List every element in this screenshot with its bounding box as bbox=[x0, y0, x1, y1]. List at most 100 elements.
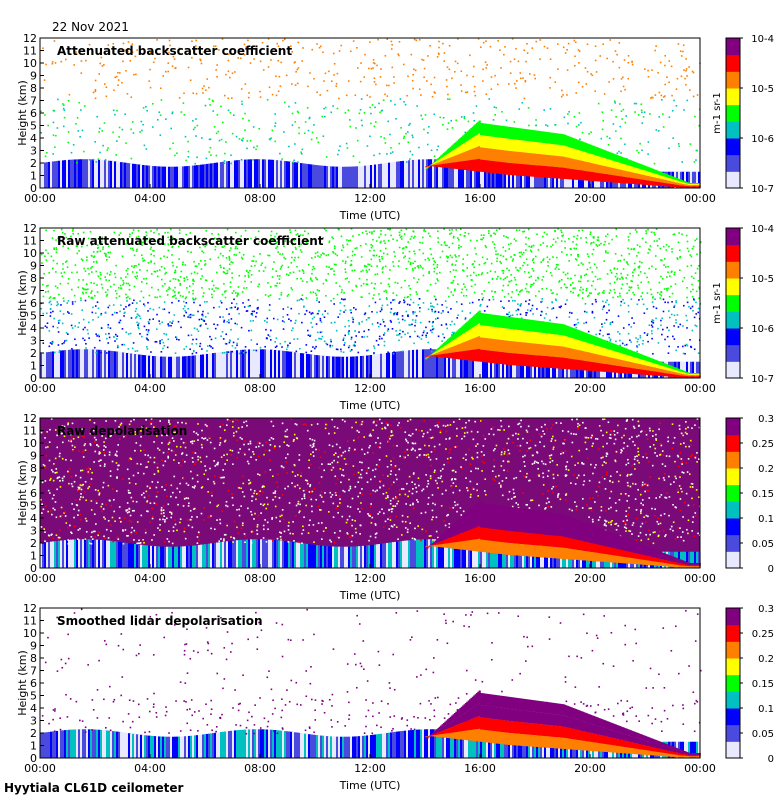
noise-pixel bbox=[684, 77, 686, 80]
boundary-layer-cell bbox=[414, 349, 417, 378]
noise-pixel bbox=[592, 237, 595, 239]
noise-pixel bbox=[277, 251, 279, 253]
noise-pixel bbox=[454, 254, 456, 256]
noise-pixel bbox=[493, 106, 496, 108]
noise-pixel bbox=[481, 238, 483, 241]
noise-pixel bbox=[162, 347, 164, 350]
noise-pixel bbox=[425, 334, 427, 337]
boundary-layer-cell bbox=[468, 162, 471, 188]
cloud-cell bbox=[634, 161, 637, 168]
cloud-cell bbox=[645, 166, 648, 171]
noise-pixel bbox=[332, 52, 335, 55]
cloud-cell bbox=[576, 159, 579, 170]
cloud-cell bbox=[580, 150, 583, 161]
noise-pixel bbox=[47, 252, 49, 255]
boundary-layer-cell bbox=[500, 356, 503, 378]
noise-pixel bbox=[313, 77, 315, 80]
cloud-cell bbox=[551, 155, 554, 167]
noise-pixel bbox=[520, 303, 523, 305]
noise-pixel bbox=[294, 319, 297, 322]
noise-pixel bbox=[627, 263, 629, 266]
noise-pixel bbox=[139, 332, 141, 335]
cloud-cell bbox=[624, 164, 627, 171]
noise-pixel bbox=[452, 235, 455, 238]
cloud-cell bbox=[482, 159, 485, 173]
noise-pixel bbox=[104, 254, 107, 257]
noise-pixel bbox=[134, 275, 136, 278]
noise-pixel bbox=[177, 320, 180, 323]
cloud-cell bbox=[592, 145, 595, 155]
cloud-cell bbox=[640, 164, 644, 170]
noise-pixel bbox=[579, 138, 581, 141]
noise-pixel bbox=[150, 260, 152, 262]
cloud-cell bbox=[690, 184, 693, 186]
noise-pixel bbox=[283, 101, 286, 104]
noise-pixel bbox=[307, 334, 310, 337]
noise-pixel bbox=[98, 73, 100, 75]
noise-pixel bbox=[429, 235, 431, 237]
y-tick-label: 2 bbox=[30, 157, 37, 170]
cloud-cell bbox=[536, 165, 539, 177]
boundary-layer-cell bbox=[52, 351, 55, 378]
noise-pixel bbox=[528, 245, 531, 248]
boundary-layer-cell bbox=[512, 166, 515, 188]
boundary-layer-cell bbox=[90, 159, 93, 188]
cloud-cell bbox=[459, 145, 462, 154]
boundary-layer-cell bbox=[338, 166, 341, 188]
cloud-cell bbox=[473, 136, 476, 149]
boundary-layer-cell bbox=[242, 349, 245, 378]
boundary-layer-cell bbox=[694, 361, 697, 378]
boundary-layer-cell bbox=[454, 160, 457, 188]
noise-pixel bbox=[577, 49, 580, 51]
noise-pixel bbox=[380, 307, 383, 309]
noise-pixel bbox=[114, 272, 116, 275]
cloud-cell bbox=[485, 123, 488, 136]
cloud-cell bbox=[565, 168, 568, 180]
noise-pixel bbox=[699, 241, 702, 243]
noise-pixel bbox=[403, 256, 405, 259]
noise-pixel bbox=[664, 266, 667, 268]
noise-pixel bbox=[255, 349, 258, 352]
noise-pixel bbox=[230, 162, 232, 165]
noise-pixel bbox=[552, 256, 554, 258]
noise-pixel bbox=[220, 266, 222, 269]
noise-pixel bbox=[204, 245, 206, 248]
cloud-cell bbox=[584, 161, 587, 172]
noise-pixel bbox=[662, 328, 664, 331]
noise-pixel bbox=[406, 296, 409, 299]
noise-pixel bbox=[362, 282, 365, 285]
boundary-layer-cell bbox=[420, 159, 423, 188]
noise-pixel bbox=[204, 316, 207, 318]
cloud-cell bbox=[603, 173, 606, 182]
noise-pixel bbox=[344, 325, 346, 328]
noise-pixel bbox=[107, 342, 110, 344]
noise-pixel bbox=[526, 312, 528, 314]
boundary-layer-cell bbox=[126, 352, 129, 378]
y-tick-label: 11 bbox=[23, 45, 37, 58]
noise-pixel bbox=[248, 92, 250, 94]
noise-pixel bbox=[108, 256, 111, 258]
noise-pixel bbox=[62, 245, 65, 248]
cloud-cell bbox=[640, 169, 644, 175]
cloud-cell bbox=[621, 170, 624, 177]
noise-pixel bbox=[145, 148, 148, 150]
cloud-cell bbox=[481, 135, 484, 148]
cloud-cell bbox=[658, 175, 661, 179]
noise-pixel bbox=[113, 89, 115, 92]
noise-pixel bbox=[344, 342, 346, 344]
noise-pixel bbox=[246, 310, 249, 312]
noise-pixel bbox=[229, 112, 232, 114]
cloud-cell bbox=[662, 179, 666, 183]
noise-pixel bbox=[248, 119, 250, 122]
noise-pixel bbox=[574, 55, 576, 58]
noise-pixel bbox=[490, 235, 492, 237]
cloud-cell bbox=[464, 151, 468, 161]
cloud-cell bbox=[504, 126, 507, 139]
noise-pixel bbox=[185, 276, 188, 278]
cloud-cell bbox=[572, 158, 575, 170]
cloud-cell bbox=[684, 181, 688, 183]
boundary-layer-cell bbox=[502, 166, 505, 188]
noise-pixel bbox=[286, 313, 289, 316]
noise-pixel bbox=[528, 276, 531, 279]
noise-pixel bbox=[301, 321, 303, 324]
